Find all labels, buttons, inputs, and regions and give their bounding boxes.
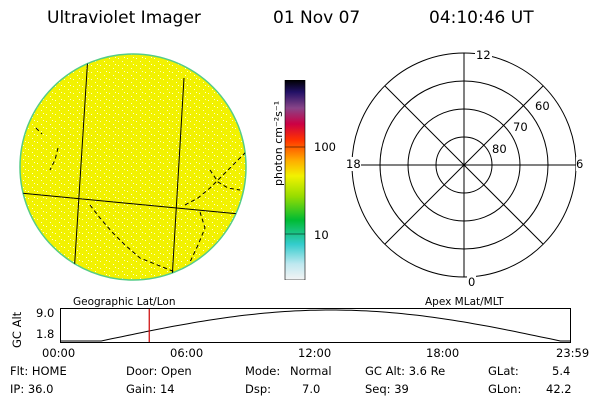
coastline-overlay [35, 127, 246, 273]
timeline-xtick-0000: 00:00 [42, 346, 76, 360]
mlat-label-80: 80 [492, 142, 507, 156]
geographic-grid [20, 54, 246, 280]
timeline-ytick-9: 9.0 [36, 306, 55, 320]
date-label: 01 Nov 07 [273, 8, 361, 28]
mlt-label-0: 0 [467, 275, 477, 289]
mlat-label-70: 70 [513, 120, 528, 134]
ip-status: IP: 36.0 [10, 382, 54, 396]
timeline-xtick-1800: 18:00 [426, 346, 460, 360]
glat-value: 5.4 [552, 364, 571, 378]
dsp-label: Dsp: [245, 382, 272, 396]
timeline-ylabel: GC Alt [10, 311, 24, 348]
dsp-value: 7.0 [302, 382, 321, 396]
uv-image-disk [19, 53, 247, 281]
caption-apex: Apex MLat/MLT [425, 296, 504, 308]
polar-grid-plot [351, 52, 577, 278]
colorbar-tick-100: 100 [314, 140, 336, 154]
colorbar-tick-10: 10 [314, 228, 329, 242]
mode-label: Mode: [245, 364, 281, 378]
timeline-xtick-1200: 12:00 [298, 346, 332, 360]
mlt-label-18: 18 [346, 157, 361, 171]
timeline-xtick-2359: 23:59 [556, 346, 590, 360]
gc-alt-status: GC Alt: 3.6 Re [365, 364, 446, 378]
colorbar-unit-label: photon cm⁻²s⁻¹ [272, 100, 285, 186]
mode-value: Normal [290, 364, 332, 378]
gain-status: Gain: 14 [126, 382, 175, 396]
time-label: 04:10:46 UT [429, 8, 534, 28]
glon-value: 42.2 [546, 382, 572, 396]
altitude-timeline [60, 308, 571, 343]
caption-geographic: Geographic Lat/Lon [73, 296, 176, 308]
instrument-title: Ultraviolet Imager [47, 8, 201, 28]
mlat-label-60: 60 [535, 99, 550, 113]
glat-label: GLat: [488, 364, 519, 378]
mlt-label-6: 6 [576, 157, 584, 171]
mlt-label-12: 12 [475, 48, 492, 62]
glon-label: GLon: [488, 382, 522, 396]
door-status: Door: Open [126, 364, 192, 378]
color-scale-bar [284, 80, 306, 280]
flight-status: Flt: HOME [10, 364, 67, 378]
timeline-ytick-1-8: 1.8 [36, 327, 55, 341]
seq-status: Seq: 39 [365, 382, 409, 396]
timeline-xtick-0600: 06:00 [170, 346, 204, 360]
